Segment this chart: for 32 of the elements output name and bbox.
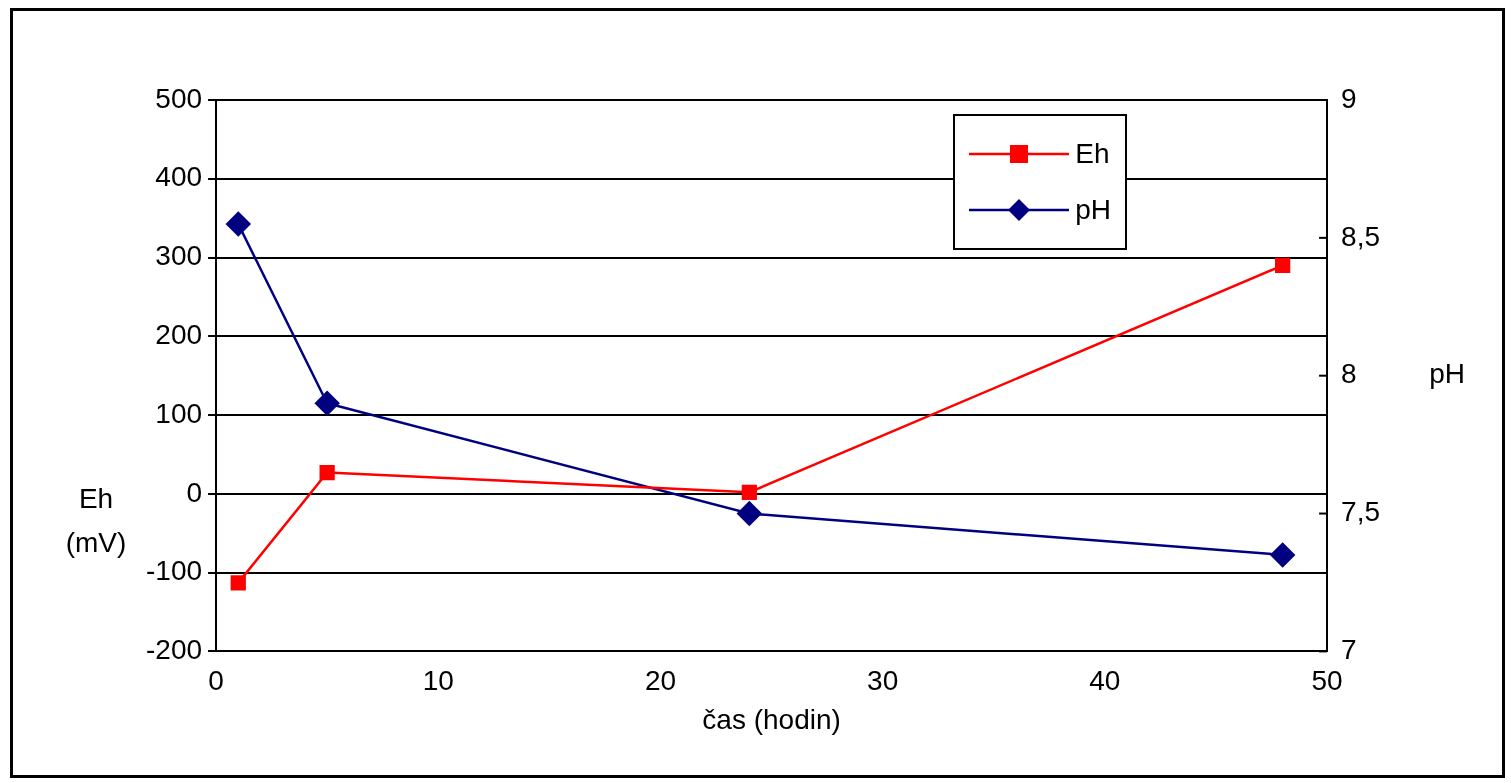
y-tick-label: -200: [145, 634, 203, 666]
x-axis-title: čas (hodin): [702, 704, 841, 736]
x-tick-label: 0: [208, 664, 224, 696]
y-tick-label: 400: [155, 161, 203, 193]
y2-axis-title: pH: [1429, 358, 1465, 390]
point: [314, 391, 340, 416]
y2-tick-label: 8,5: [1341, 220, 1381, 252]
y-tick-label: 100: [155, 397, 203, 429]
y-tick-label: 500: [155, 82, 203, 114]
legend-label: pH: [1075, 194, 1112, 226]
y2-tick-label: 9: [1341, 82, 1357, 114]
y-tick-label: -100: [145, 555, 203, 587]
legend-label: Eh: [1075, 138, 1110, 170]
x-tick-label: 50: [1311, 664, 1343, 696]
y-axis-title: Eh (mV): [65, 482, 127, 558]
x-tick-label: 40: [1089, 664, 1121, 696]
point: [319, 464, 335, 481]
point: [1275, 257, 1291, 274]
y2-tick-label: 8: [1341, 358, 1357, 390]
x-tick-label: 30: [867, 664, 899, 696]
y2-tick-label: 7,5: [1341, 496, 1381, 528]
point: [226, 211, 251, 237]
point: [737, 501, 762, 526]
y-tick-label: 0: [186, 476, 203, 508]
x-tick-label: 20: [644, 664, 677, 696]
point: [1270, 542, 1295, 568]
y2-tick-label: 7: [1341, 634, 1357, 666]
x-tick-label: 10: [422, 664, 454, 696]
point: [741, 484, 757, 500]
point: [230, 575, 246, 591]
y-tick-label: 300: [155, 240, 203, 272]
y-tick-label: 200: [155, 319, 203, 351]
